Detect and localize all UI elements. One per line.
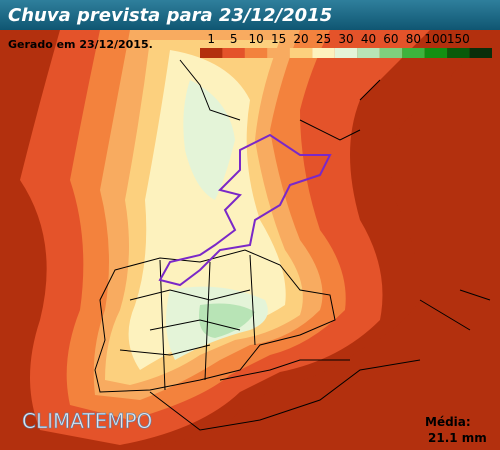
legend-swatch: [222, 48, 245, 58]
title-bar: [0, 0, 500, 30]
legend-swatch: [334, 48, 358, 58]
legend-swatch: [424, 48, 448, 58]
legend-swatch: [379, 48, 403, 58]
legend-label: 20: [293, 32, 308, 46]
legend-label: 1: [207, 32, 215, 46]
legend-label: 5: [230, 32, 238, 46]
legend-swatch: [267, 48, 290, 58]
brand: CLIMATEMPO: [22, 409, 152, 433]
rain-map: [0, 30, 500, 450]
legend-swatch: [402, 48, 425, 58]
legend-swatch: [244, 48, 268, 58]
legend-label: 40: [361, 32, 376, 46]
title: Chuva prevista para 23/12/2015: [8, 5, 332, 26]
borders: [94, 59, 491, 431]
basin-outline: [158, 133, 332, 287]
generated-date: Gerado em 23/12/2015.: [8, 38, 153, 51]
legend-swatch: [447, 48, 470, 58]
legend-swatch: [289, 48, 313, 58]
legend-label: 100: [424, 32, 447, 46]
legend: 1 5 10 15 20 25 30 40 60 80 100 150: [200, 32, 492, 58]
legend-swatch: [469, 48, 492, 58]
legend-label: 25: [316, 32, 331, 46]
legend-label: 10: [249, 32, 264, 46]
legend-swatch: [312, 48, 335, 58]
legend-label: 30: [338, 32, 353, 46]
legend-swatch: [200, 48, 223, 58]
legend-label: 150: [447, 32, 470, 46]
legend-label: 80: [406, 32, 421, 46]
summary-label: Média:: [425, 415, 471, 429]
legend-label: 15: [271, 32, 286, 46]
legend-swatch: [357, 48, 380, 58]
legend-label: 60: [383, 32, 398, 46]
summary-value: 21.1 mm: [428, 431, 487, 445]
